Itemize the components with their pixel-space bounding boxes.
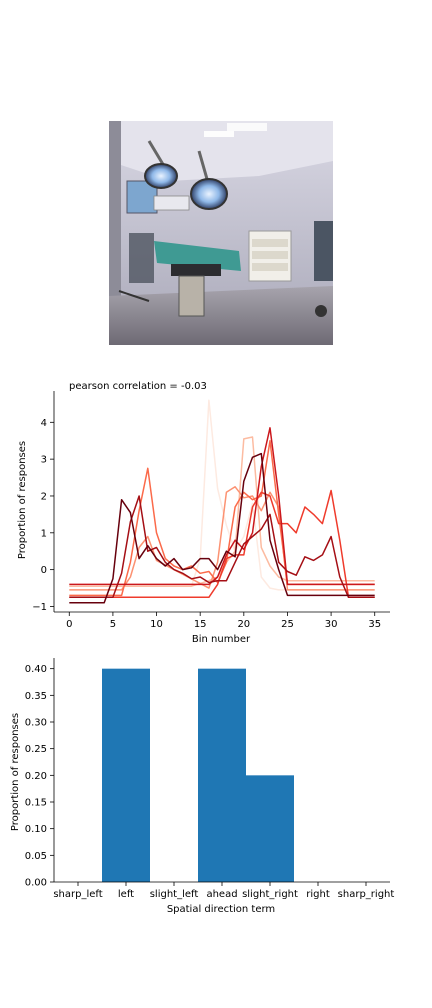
y-tick-label: 3 — [41, 455, 47, 466]
x-tick-label: 0 — [66, 619, 72, 630]
x-tick-label: sharp_right — [338, 889, 395, 900]
x-tick-label: 15 — [194, 619, 207, 630]
x-tick-label: 25 — [281, 619, 294, 630]
y-tick-label: 0.40 — [25, 664, 47, 675]
line-chart: pearson correlation = -0.03 0 5 10 15 20 25 30… — [17, 381, 390, 645]
series-line — [69, 486, 375, 591]
series-line — [69, 427, 375, 586]
bar-chart: sharp_left left slight_left ahead slight_rig… — [10, 658, 395, 915]
y-tick-label: −1 — [32, 602, 47, 613]
y-tick-label: 0.15 — [25, 798, 47, 809]
bar — [102, 668, 150, 882]
chart-title: pearson correlation = -0.03 — [69, 381, 207, 392]
y-tick-label: 0.05 — [25, 851, 47, 862]
x-tick-label: 5 — [110, 619, 116, 630]
y-tick-label: 0.35 — [25, 691, 47, 702]
y-tick-label: 0.10 — [25, 824, 47, 835]
x-tick-label: right — [306, 889, 330, 900]
series-line — [69, 436, 375, 587]
x-tick-label: 10 — [150, 619, 163, 630]
y-tick-label: 2 — [41, 491, 47, 502]
x-tick-label: slight_right — [242, 889, 298, 900]
series-line — [69, 452, 375, 604]
x-axis-label: Bin number — [192, 634, 251, 645]
y-tick-label: 0.30 — [25, 718, 47, 729]
x-tick-label: left — [118, 889, 134, 900]
x-tick-label: ahead — [206, 889, 237, 900]
x-tick-label: 30 — [325, 619, 338, 630]
y-tick-label: 0.25 — [25, 744, 47, 755]
operating-room-photo — [109, 121, 333, 345]
x-tick-label: sharp_left — [53, 889, 102, 900]
y-tick-label: 0.00 — [25, 878, 47, 889]
y-axis-label: Proportion of responses — [10, 713, 21, 831]
y-tick-label: 0.20 — [25, 771, 47, 782]
x-tick-label: 20 — [237, 619, 250, 630]
x-axis-label: Spatial direction term — [167, 904, 275, 915]
series-line — [69, 495, 375, 599]
y-axis-label: Proportion of responses — [17, 441, 28, 559]
x-tick-label: slight_left — [150, 889, 199, 900]
x-tick-label: 35 — [368, 619, 381, 630]
bar — [246, 775, 294, 882]
series-line — [69, 439, 375, 597]
y-tick-label: 0 — [41, 565, 47, 576]
bar — [198, 668, 246, 882]
y-tick-label: 1 — [41, 528, 47, 539]
y-tick-label: 4 — [41, 418, 47, 429]
